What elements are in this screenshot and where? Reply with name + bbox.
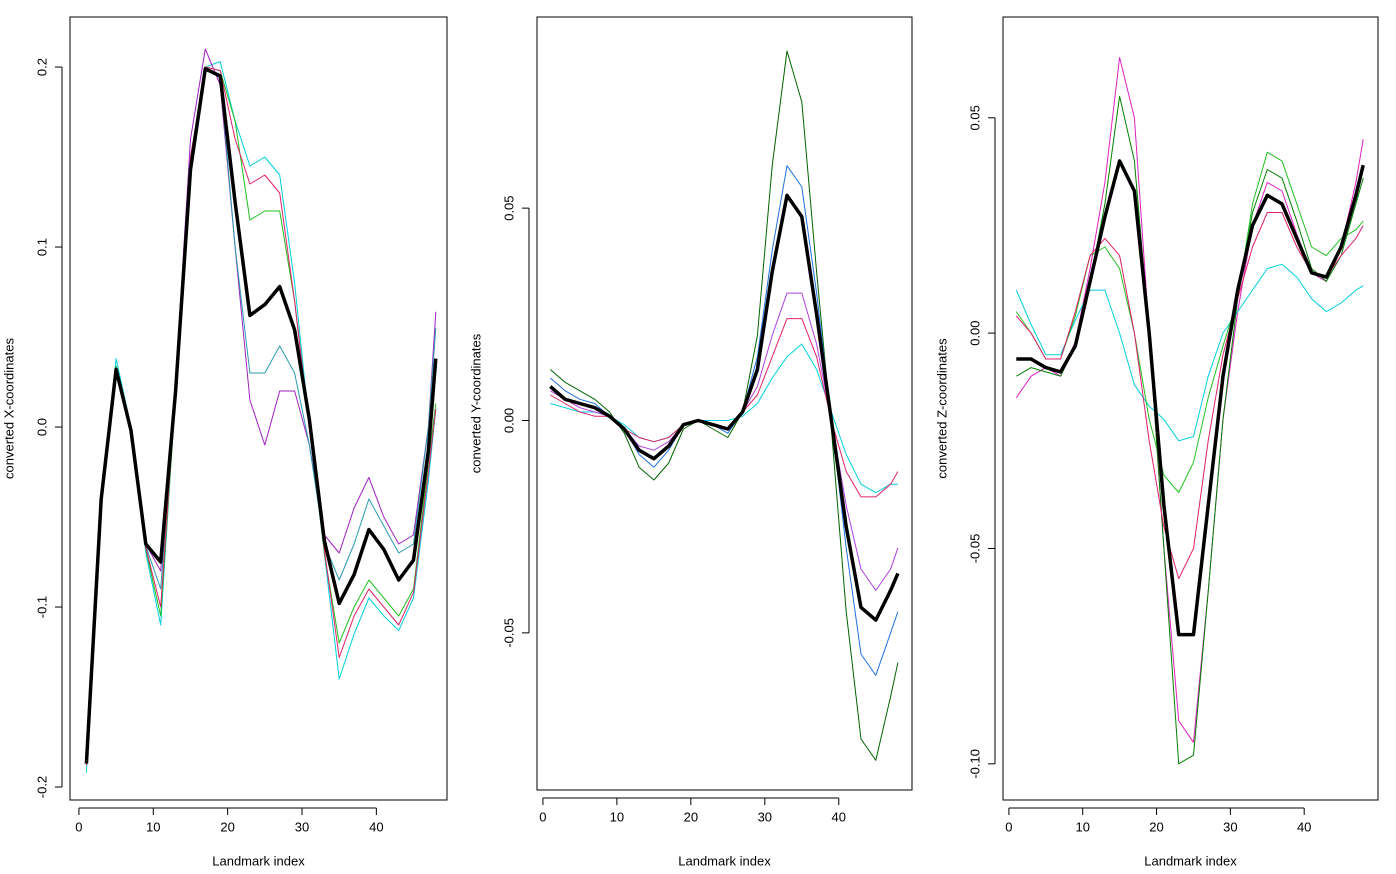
y-tick-label: 0.05 <box>967 105 982 130</box>
data-line <box>1015 57 1364 743</box>
x-tick-label: 40 <box>369 819 383 834</box>
y-tick-label: 0.0 <box>34 418 49 436</box>
plot-frame <box>536 16 913 791</box>
data-line <box>549 50 899 761</box>
y-tick-label: -0.10 <box>967 749 982 779</box>
y-axis-title: converted Y-coordinates <box>468 333 483 473</box>
y-tick-label: 0.05 <box>501 195 516 220</box>
x-tick-label: 10 <box>1075 819 1089 834</box>
data-line <box>1016 95 1364 765</box>
data-line <box>1016 159 1365 637</box>
y-tick-label: -0.05 <box>501 618 516 648</box>
data-line <box>85 66 437 766</box>
y-tick-label: 0.1 <box>34 238 49 256</box>
data-line <box>1015 263 1364 442</box>
y-axis-title: converted Z-coordinates <box>934 338 949 479</box>
x-tick-label: 20 <box>1149 819 1163 834</box>
x-tick-label: 10 <box>146 819 160 834</box>
x-tick-label: 10 <box>610 809 624 824</box>
data-line <box>85 48 437 761</box>
x-axis-title: Landmark index <box>1144 853 1237 868</box>
plot-frame <box>1002 16 1379 801</box>
x-tick-label: 30 <box>758 809 772 824</box>
data-line <box>1015 151 1364 493</box>
x-axis-title: Landmark index <box>212 853 305 868</box>
y-tick-label: 0.00 <box>967 320 982 345</box>
plot-frame <box>69 16 448 801</box>
y-tick-label: 0.00 <box>501 408 516 433</box>
data-line <box>85 70 437 766</box>
x-tick-label: 40 <box>832 809 846 824</box>
x-tick-label: 30 <box>1223 819 1237 834</box>
x-tick-label: 0 <box>75 819 82 834</box>
data-line <box>549 193 900 622</box>
data-line <box>550 318 899 498</box>
y-axis-title: converted X-coordinates <box>1 338 16 479</box>
x-tick-label: 40 <box>1297 819 1311 834</box>
y-tick-label: -0.05 <box>967 534 982 564</box>
x-tick-label: 30 <box>295 819 309 834</box>
data-line <box>84 67 438 764</box>
y-tick-label: 0.2 <box>34 58 49 76</box>
x-tick-label: 20 <box>220 819 234 834</box>
data-line <box>85 66 437 766</box>
x-tick-label: 0 <box>539 809 546 824</box>
y-tick-label: -0.2 <box>34 776 49 798</box>
y-tick-label: -0.1 <box>34 596 49 618</box>
x-tick-label: 0 <box>1005 819 1012 834</box>
data-line <box>85 61 437 773</box>
x-axis-title: Landmark index <box>678 853 771 868</box>
x-tick-label: 20 <box>684 809 698 824</box>
